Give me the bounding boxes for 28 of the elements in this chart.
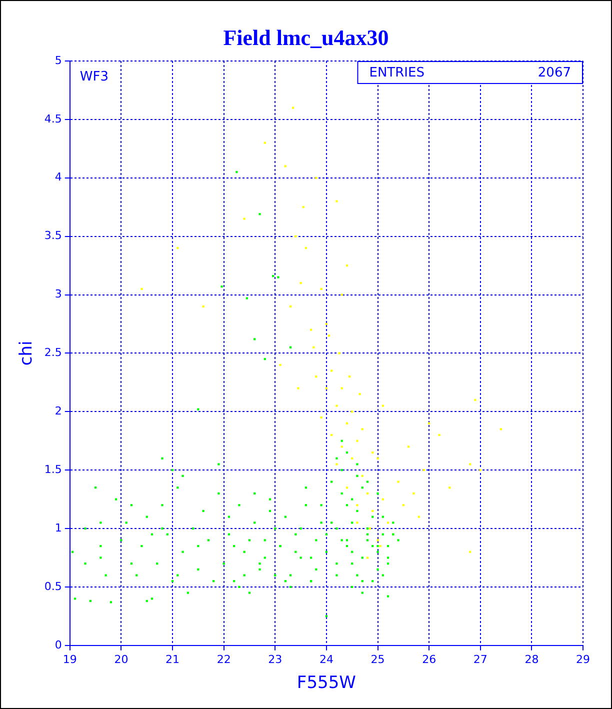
annotation: 2067 (538, 65, 571, 80)
x-tick-label: 25 (370, 652, 385, 666)
x-axis-title: F555W (296, 673, 356, 694)
y-tick-label: 2 (54, 404, 62, 418)
y-tick-label: 2.5 (44, 346, 62, 360)
x-tick-label: 26 (422, 652, 436, 666)
x-tick-label: 19 (62, 652, 77, 666)
y-tick-label: 4 (54, 170, 62, 184)
x-tick-label: 29 (576, 652, 590, 666)
x-tick-label: 21 (166, 652, 180, 666)
annotation: ENTRIES (369, 65, 424, 80)
x-tick-label: 22 (216, 652, 231, 666)
y-tick-label: 4.5 (44, 112, 62, 126)
x-tick-label: 23 (268, 652, 282, 666)
y-tick-label: 0.5 (44, 580, 62, 593)
annotation: WF3 (80, 69, 109, 84)
chart-title: Field lmc_u4ax30 (222, 25, 390, 51)
y-axis-title: chi (16, 340, 37, 366)
x-tick-label: 28 (524, 652, 539, 666)
x-tick-label: 27 (473, 652, 488, 666)
x-tick-label: 20 (114, 652, 128, 666)
x-tick-label: 24 (319, 652, 334, 666)
y-tick-label: 1 (54, 521, 62, 534)
y-tick-label: 1.5 (44, 462, 62, 476)
y-tick-label: 3 (54, 288, 62, 301)
y-tick-label: 0 (54, 638, 62, 652)
y-tick-label: 5 (54, 54, 62, 67)
y-tick-label: 3.5 (44, 229, 62, 242)
